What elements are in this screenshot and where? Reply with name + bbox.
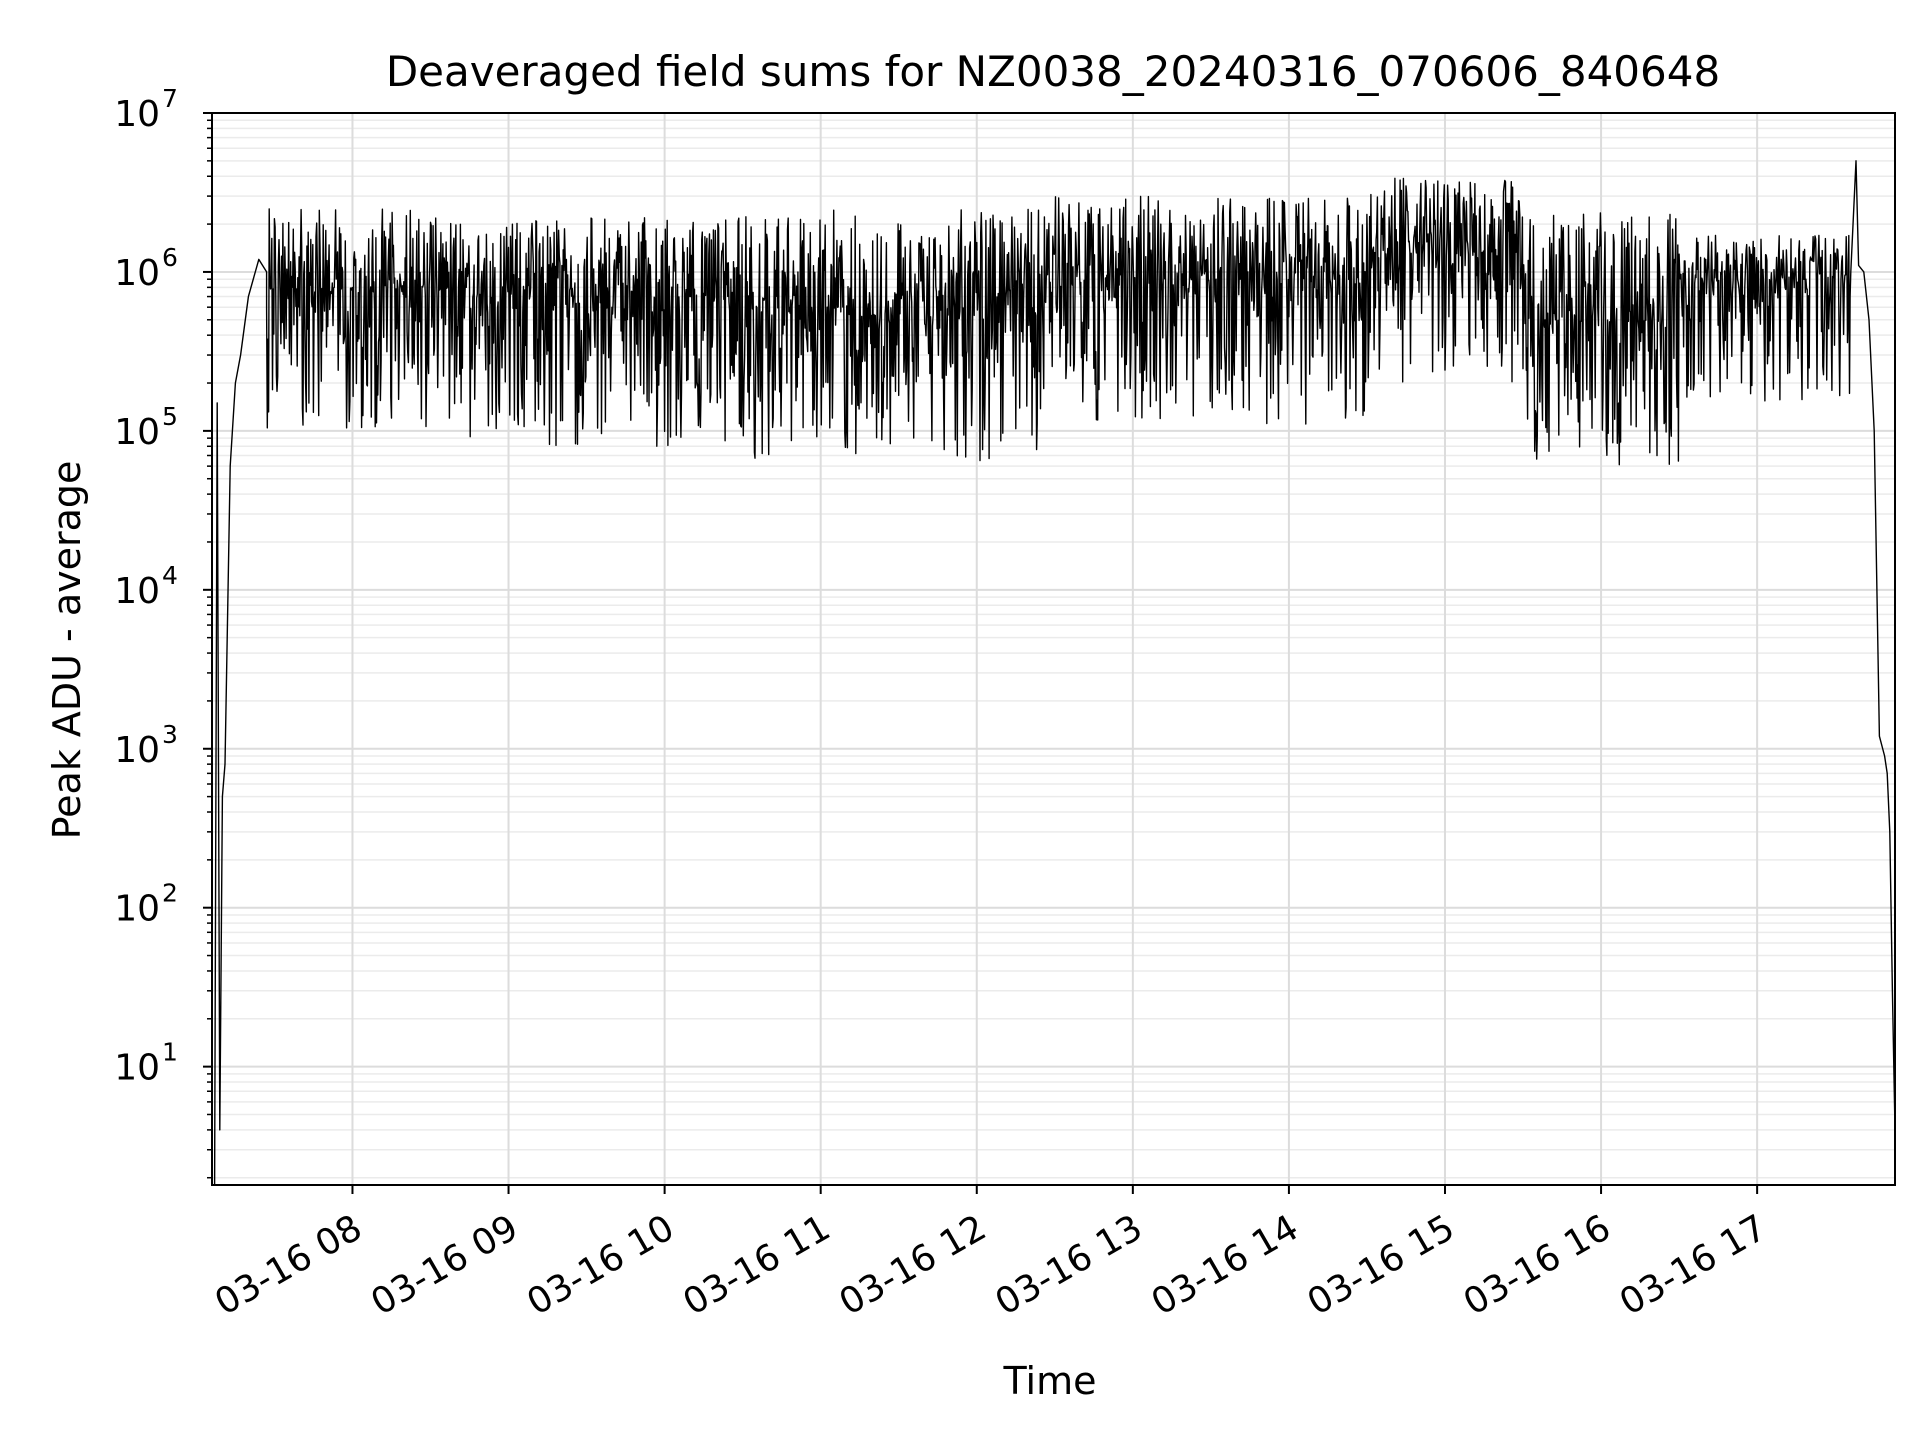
y-tick-exponent: 6 bbox=[162, 243, 178, 272]
x-axis-label: Time bbox=[1003, 1359, 1097, 1403]
y-tick-base: 10 bbox=[114, 94, 160, 135]
y-tick-exponent: 4 bbox=[162, 561, 178, 590]
series-line bbox=[213, 160, 1896, 1186]
chart-title: Deaveraged field sums for NZ0038_2024031… bbox=[386, 47, 1720, 96]
y-tick-exponent: 2 bbox=[162, 879, 178, 908]
y-tick-exponent: 7 bbox=[162, 84, 178, 113]
y-tick-base: 10 bbox=[114, 1048, 160, 1089]
y-tick-label: 10 bbox=[114, 253, 160, 294]
series-layer bbox=[213, 160, 1896, 1186]
y-tick-base: 10 bbox=[114, 571, 160, 612]
y-tick-exponent: 3 bbox=[162, 720, 178, 749]
y-tick-label: 10 bbox=[114, 94, 160, 135]
y-tick-exponent: 5 bbox=[162, 402, 178, 431]
y-tick-label: 10 bbox=[114, 412, 160, 453]
y-tick-label: 10 bbox=[114, 730, 160, 771]
ticks bbox=[203, 112, 1759, 1194]
y-tick-label: 10 bbox=[114, 889, 160, 930]
y-axis-label: Peak ADU - average bbox=[45, 461, 89, 840]
y-tick-base: 10 bbox=[114, 412, 160, 453]
y-tick-base: 10 bbox=[114, 730, 160, 771]
y-tick-exponent: 1 bbox=[162, 1038, 178, 1067]
y-tick-label: 10 bbox=[114, 1048, 160, 1089]
plot-frame bbox=[211, 112, 1896, 1186]
y-tick-base: 10 bbox=[114, 889, 160, 930]
y-tick-base: 10 bbox=[114, 253, 160, 294]
y-tick-label: 10 bbox=[114, 571, 160, 612]
